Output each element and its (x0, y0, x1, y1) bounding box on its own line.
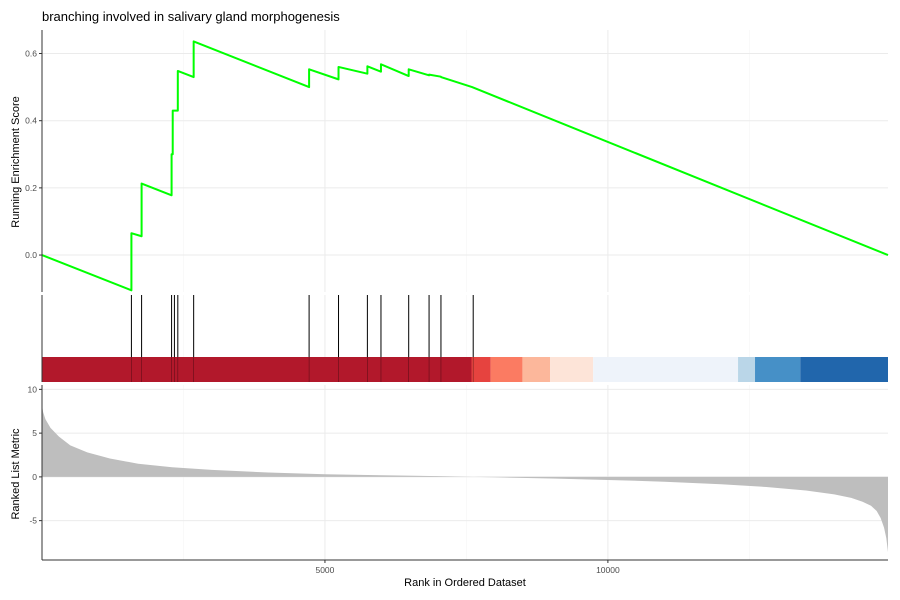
es-y-tick-label: 0.6 (25, 49, 37, 59)
es-gridlines (42, 30, 888, 292)
heat-band-segment (593, 357, 739, 382)
es-axes: 0.0 0.2 0.4 0.6 (25, 30, 43, 292)
es-y-tick-label: 0.0 (25, 250, 37, 260)
hits-gridlines (183, 295, 750, 357)
metric-y-tick-label: 10 (28, 384, 38, 394)
x-axis-title: Rank in Ordered Dataset (404, 577, 526, 589)
heat-band-segment (738, 357, 756, 382)
heat-band-segment (755, 357, 801, 382)
chart-title: branching involved in salivary gland mor… (42, 9, 340, 24)
es-series-line (41, 40, 889, 292)
rank-heat-band (42, 357, 888, 382)
metric-axes: 10 5 0 -5 5000 10000 (28, 384, 888, 575)
es-y-tick-label: 0.2 (25, 183, 37, 193)
metric-area-layer (42, 405, 888, 553)
metric-y-axis-title: Ranked List Metric (10, 428, 22, 520)
gene-hits-panel (41, 295, 888, 382)
heat-band-segment (522, 357, 551, 382)
metric-area-series (42, 405, 888, 553)
heat-band-segment (42, 357, 472, 382)
es-curve-layer (41, 40, 889, 292)
x-tick-label: 5000 (315, 565, 334, 575)
x-tick-label: 10000 (596, 565, 620, 575)
metric-y-tick-label: 0 (32, 472, 37, 482)
heat-band-segment (550, 357, 594, 382)
metric-y-tick-label: 5 (32, 428, 37, 438)
running-es-panel: 0.0 0.2 0.4 0.6 Running Enrichment Score (10, 30, 889, 292)
es-y-axis-title: Running Enrichment Score (10, 96, 22, 227)
heat-band-segment (471, 357, 491, 382)
metric-y-tick-label: -5 (29, 516, 37, 526)
ranked-metric-panel: 10 5 0 -5 5000 10000 Ranked List Metric (10, 384, 888, 575)
es-y-tick-label: 0.4 (25, 116, 37, 126)
heat-band-segment (800, 357, 888, 382)
heat-band-segment (490, 357, 523, 382)
